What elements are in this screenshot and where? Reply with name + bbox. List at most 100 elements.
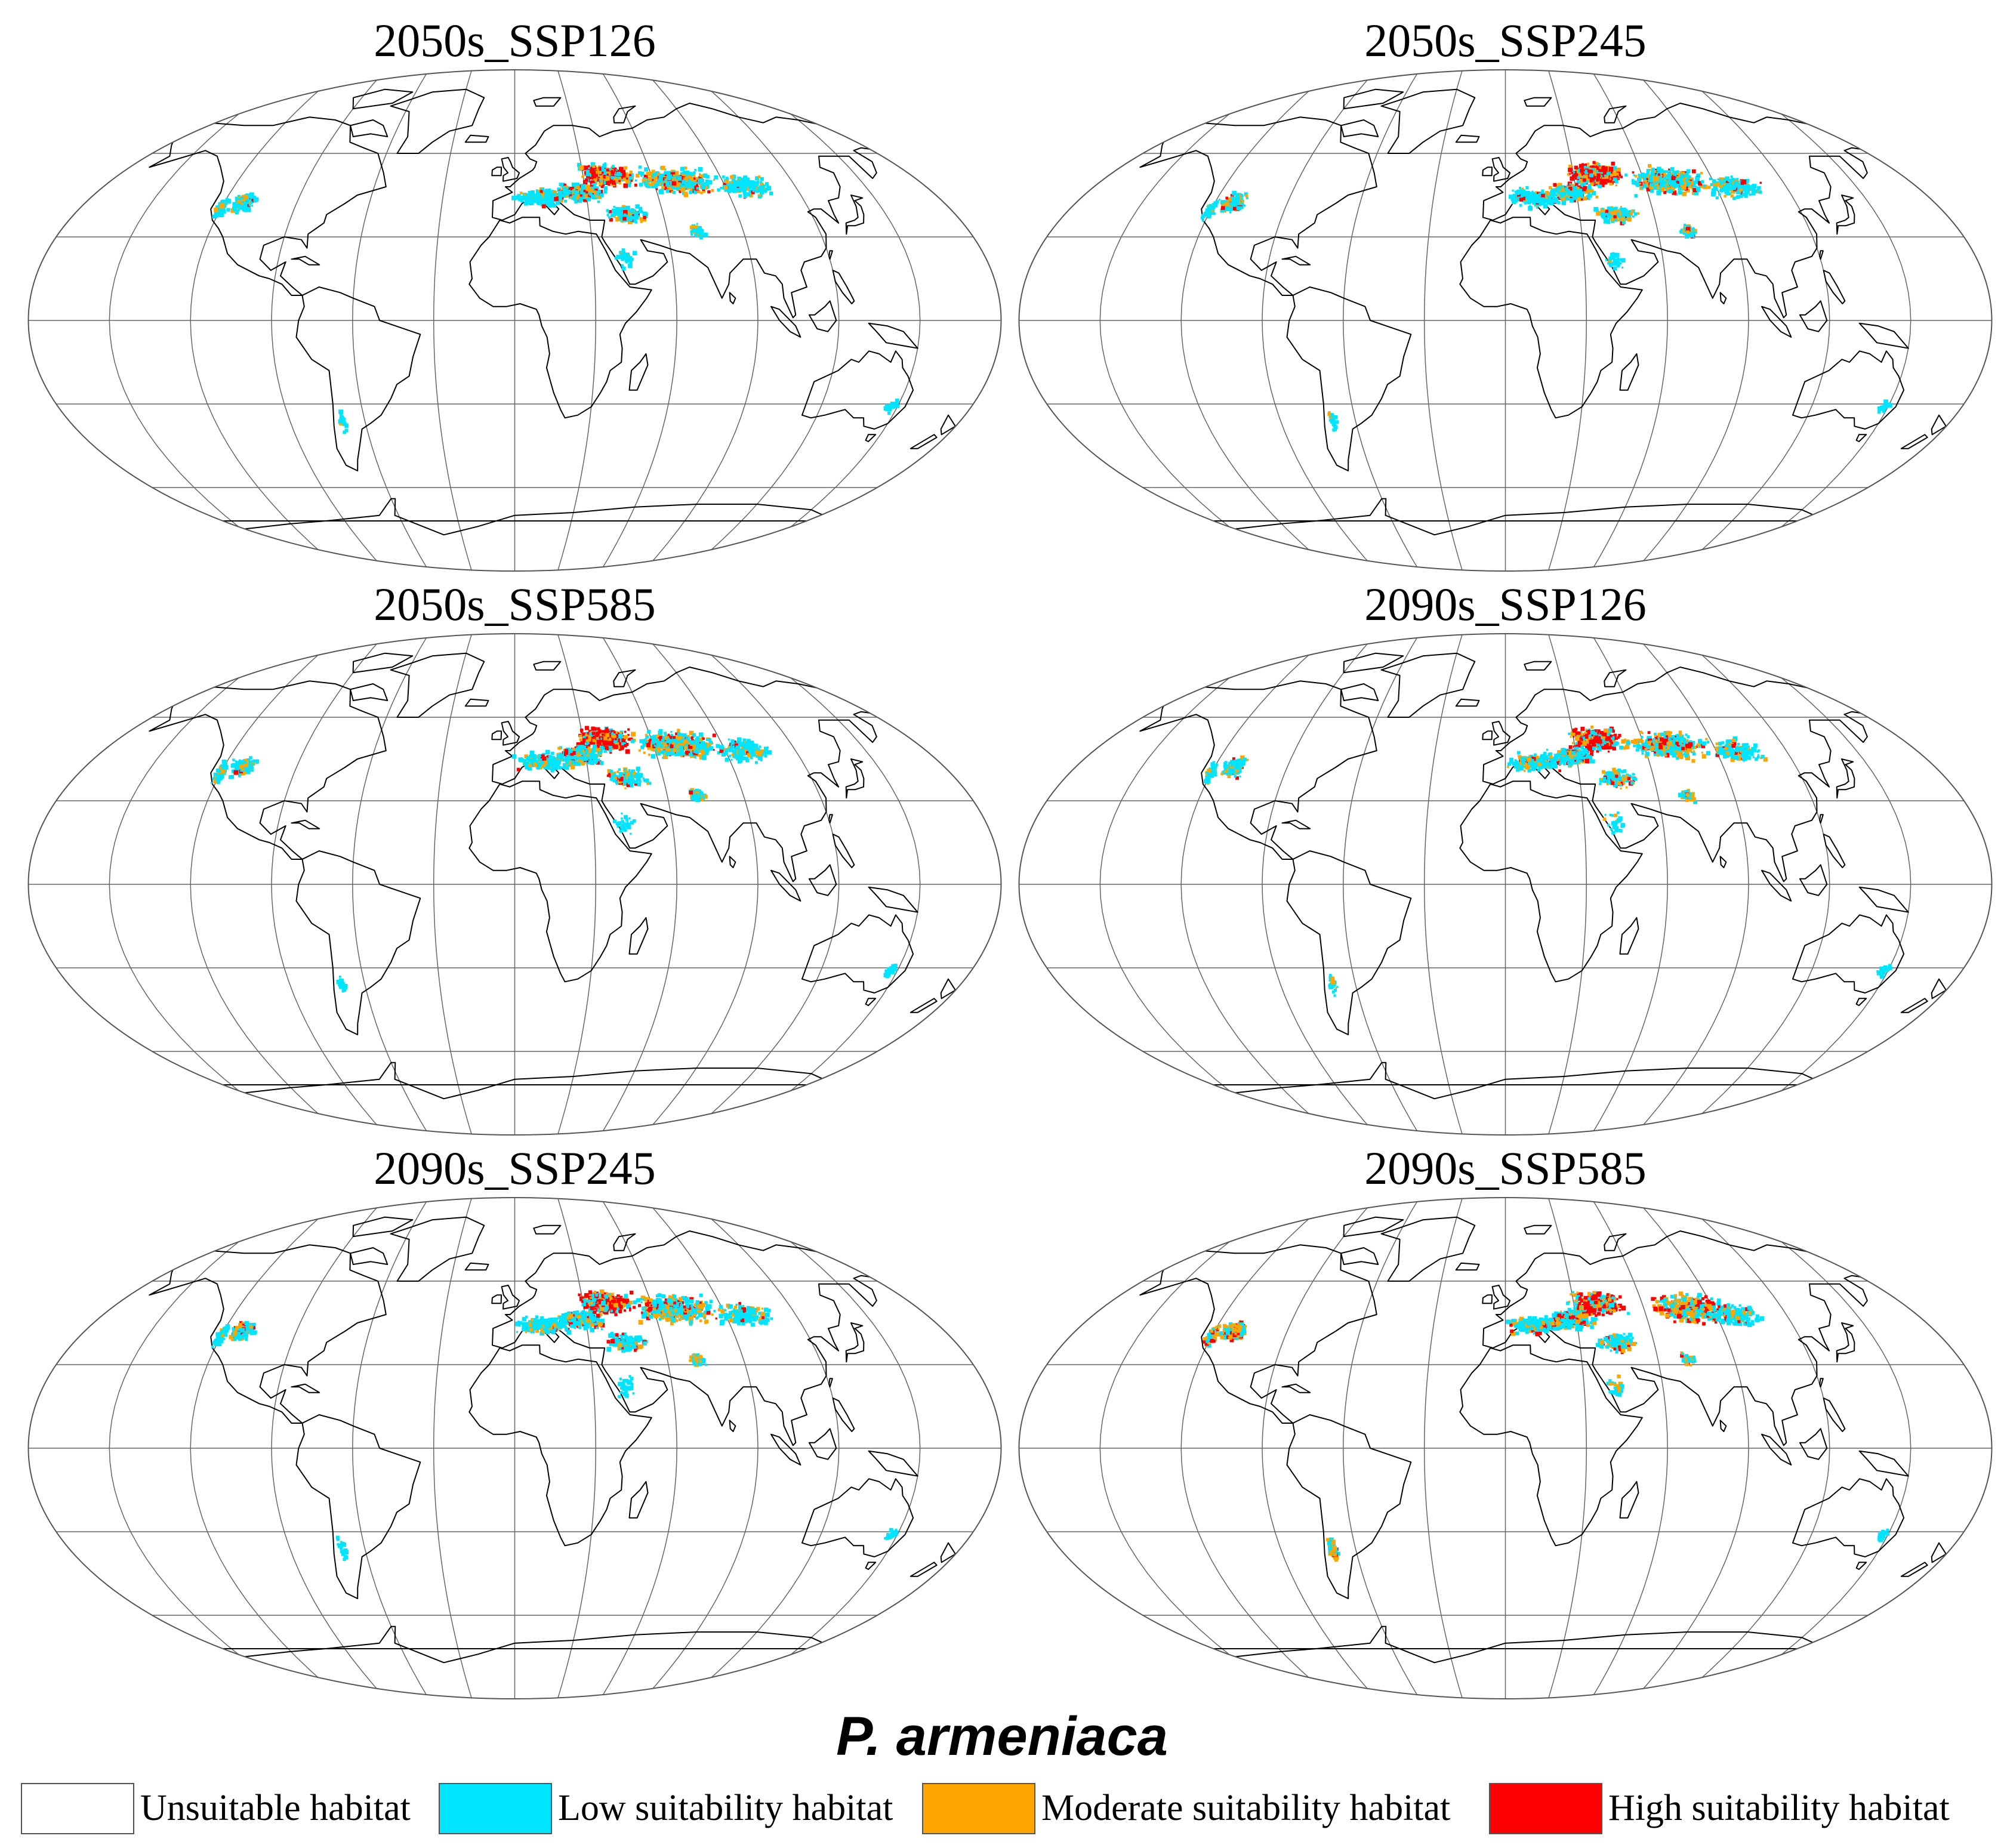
habitat-cell [1333,415,1338,419]
habitat-cell [619,215,624,220]
habitat-cell [690,230,693,233]
habitat-cell [1524,201,1527,205]
habitat-cell [730,184,733,187]
habitat-cell [1751,191,1756,196]
habitat-cell [606,209,609,212]
habitat-cell [1540,200,1544,206]
habitat-cell [1744,190,1749,195]
habitat-cell [1614,260,1617,263]
coastline-borneo [1799,300,1828,332]
graticule-meridian [557,70,597,571]
habitat-cell [1611,161,1615,166]
habitat-cell [673,177,676,180]
habitat-cell [627,738,631,741]
habitat-cell [241,196,243,199]
habitat-cell [637,171,642,175]
habitat-cell [1240,206,1244,209]
habitat-cell [1645,173,1648,177]
habitat-cell [586,187,589,190]
habitat-cell [569,187,574,192]
habitat-cell [619,177,622,180]
habitat-cell [248,203,251,206]
habitat-cell [524,201,528,206]
coastline-eurasia [1482,103,1872,319]
habitat-cell [1731,190,1735,194]
habitat-cell [725,177,729,180]
habitat-cell [583,735,587,739]
habitat-cell [223,199,225,202]
habitat-cell [643,215,646,220]
habitat-cell [596,745,600,749]
habitat-cell [1666,170,1669,173]
habitat-cell [1699,184,1703,189]
habitat-cell [754,189,757,192]
habitat-cell [557,190,563,196]
habitat-cell [894,402,898,406]
coastline-baffin [350,683,389,701]
habitat-cell [1749,187,1752,189]
habitat-cell [593,727,597,731]
habitat-cell [603,176,606,179]
habitat-cell [1612,172,1617,177]
habitat-cell [338,409,343,415]
habitat-cell [561,197,564,200]
habitat-cell [700,192,703,195]
habitat-cell [576,196,581,200]
habitat-cell [650,171,655,176]
habitat-cell [1579,190,1583,193]
habitat-cell [1233,206,1237,211]
habitat-cell [591,736,596,741]
habitat-cell [698,167,703,172]
habitat-cell [736,190,739,193]
habitat-cell [747,184,750,187]
habitat-cell [214,212,216,215]
habitat-cell [608,741,613,745]
habitat-cell [1527,198,1532,202]
habitat-cell [634,179,637,182]
habitat-cell [745,180,748,184]
habitat-cell [573,758,575,760]
coastline-tasmania [865,434,877,442]
habitat-cell [1570,176,1574,181]
habitat-cell [625,742,629,746]
habitat-cell [576,761,580,764]
habitat-cell [1681,177,1685,180]
habitat-cell [1669,178,1673,183]
habitat-cell [586,759,590,763]
habitat-cell [528,190,531,194]
habitat-cell [1620,206,1622,208]
habitat-cell [643,743,646,747]
habitat-cell [1719,189,1722,192]
habitat-cell [690,172,695,177]
coastline-north-america [149,680,387,860]
habitat-cell [698,182,701,186]
habitat-cell [516,195,518,198]
habitat-cell [1610,211,1614,215]
habitat-cell [1581,172,1586,177]
habitat-cell [1716,182,1721,187]
habitat-cell [702,234,705,237]
habitat-cell [1606,172,1610,176]
coastline-svalbard [533,97,562,107]
habitat-cell [1740,189,1743,191]
coastline-novaya-zemlya [613,669,636,687]
habitat-cell [251,205,254,207]
habitat-cell [1621,211,1624,213]
habitat-cell [235,196,238,200]
habitat-cell [1610,174,1613,177]
habitat-cell [609,751,612,754]
habitat-cell [1650,178,1652,181]
habitat-cell [217,213,220,215]
habitat-cell [1662,184,1664,187]
habitat-cell [341,420,344,424]
habitat-cell [1700,171,1703,175]
habitat-cell [746,192,749,195]
habitat-cell [543,198,548,202]
habitat-cell [559,746,563,749]
habitat-cell [590,174,593,177]
habitat-cell [596,740,602,745]
habitat-cell [584,199,587,202]
habitat-cell [1535,198,1540,203]
habitat-cell [683,171,686,174]
habitat-cell [1579,185,1582,188]
